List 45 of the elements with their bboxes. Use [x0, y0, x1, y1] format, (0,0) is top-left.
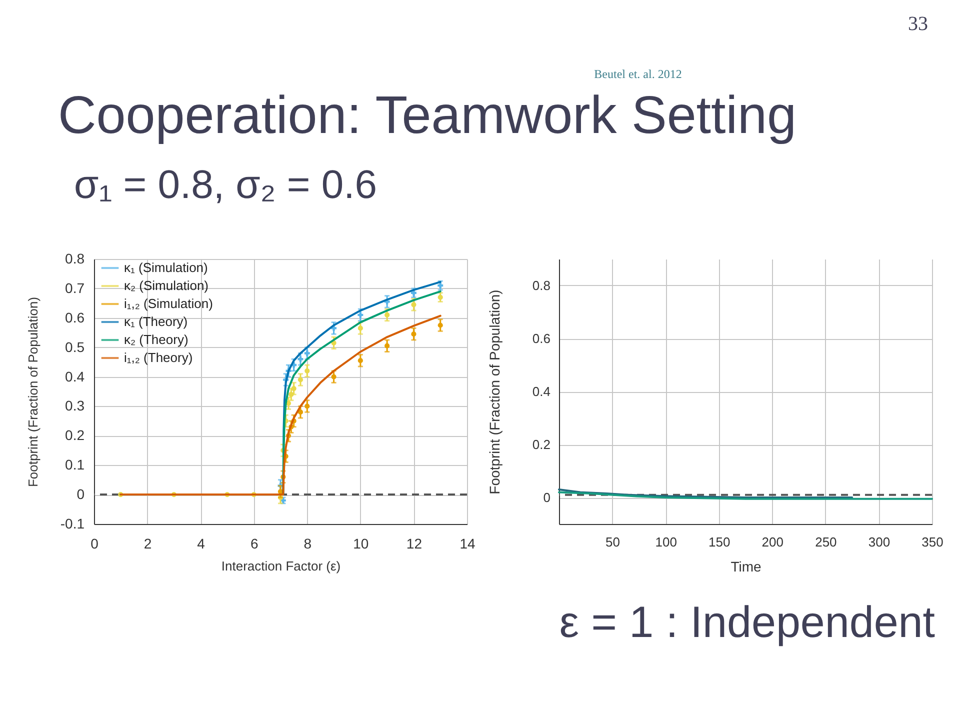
- y-axis-title: Footprint (Fraction of Population): [486, 290, 502, 494]
- y-tick-label: 0.6: [532, 331, 550, 346]
- x-tick-label: 350: [922, 534, 944, 550]
- legend-label: κ₁ (Theory): [124, 314, 188, 329]
- x-tick-label: 0: [90, 536, 99, 552]
- x-axis-title: Time: [730, 558, 762, 574]
- y-tick-label: 0.7: [65, 280, 85, 296]
- text: 33: [908, 13, 928, 35]
- y-tick-label: 0.2: [65, 427, 85, 444]
- legend-label: i₁,₂ (Simulation): [124, 296, 213, 311]
- y-tick-label: 0.3: [65, 398, 85, 414]
- x-tick-label: 100: [655, 534, 677, 550]
- text: Beutel et. al. 2012: [594, 67, 682, 81]
- y-tick-label: 0: [543, 490, 550, 505]
- x-tick-label: 10: [353, 536, 369, 552]
- x-axis-title: Interaction Factor (ε): [221, 558, 341, 574]
- y-tick-label: 0.4: [532, 384, 550, 399]
- x-tick-label: 200: [762, 534, 784, 550]
- chart-subtitle: σ₁ = 0.8, σ₂ = 0.6: [74, 163, 378, 207]
- x-tick-label: 250: [815, 534, 837, 550]
- y-tick-label: 0.2: [532, 437, 550, 452]
- x-tick-label: 2: [144, 536, 152, 552]
- x-tick-label: 14: [460, 536, 476, 552]
- y-tick-label: 0.4: [65, 368, 85, 384]
- legend-label: κ₂ (Simulation): [124, 278, 209, 293]
- x-tick-label: 4: [197, 536, 206, 552]
- x-tick-label: 8: [304, 536, 312, 552]
- y-tick-label: -0.1: [60, 516, 85, 532]
- x-tick-label: 300: [868, 534, 890, 550]
- y-tick-label: 0.6: [65, 309, 85, 326]
- x-tick-label: 6: [250, 536, 258, 552]
- text: ε = 1 : Independent: [559, 598, 935, 647]
- y-tick-label: 0.8: [532, 278, 550, 293]
- x-tick-label: 150: [708, 534, 730, 550]
- y-tick-label: 0: [76, 486, 85, 502]
- x-tick-label: 12: [406, 536, 422, 552]
- y-axis-title: Footprint (Fraction of Population): [25, 296, 40, 488]
- y-tick-label: 0.1: [65, 456, 85, 473]
- legend-label: κ₂ (Theory): [124, 332, 188, 347]
- legend-label: κ₁ (Simulation): [124, 260, 208, 275]
- x-tick-label: 50: [606, 534, 620, 550]
- y-tick-label: 0.5: [65, 338, 85, 355]
- legend-label: i₁,₂ (Theory): [124, 350, 193, 365]
- y-tick-label: 0.8: [65, 250, 85, 266]
- chart-title: Cooperation: Teamwork Setting: [58, 86, 796, 145]
